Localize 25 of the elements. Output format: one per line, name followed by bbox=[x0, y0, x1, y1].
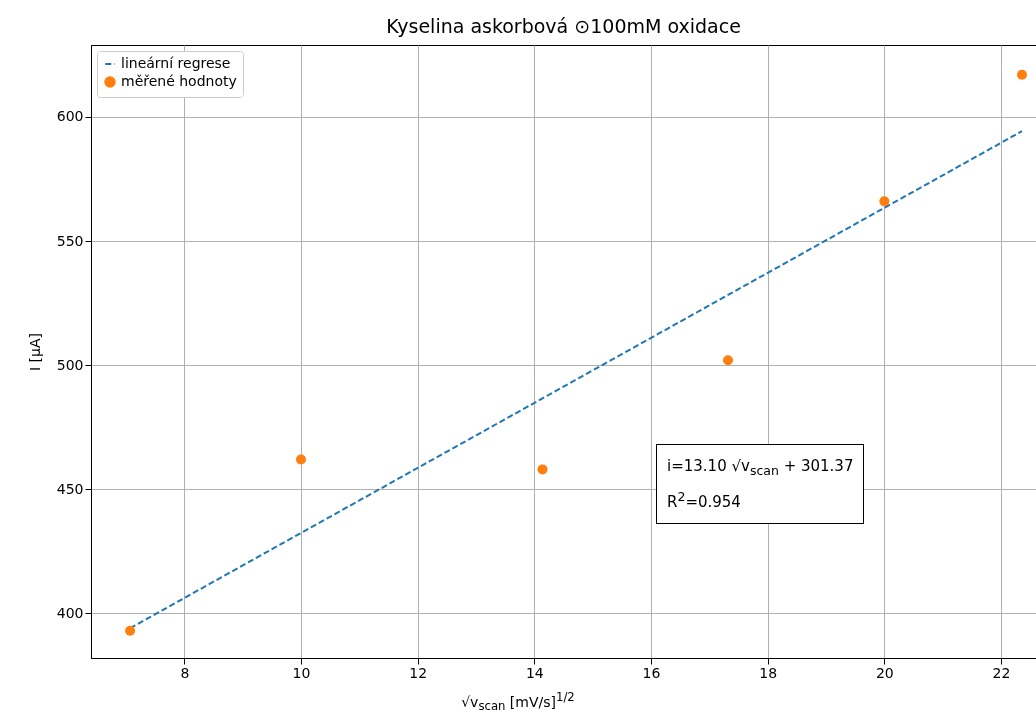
point bbox=[879, 196, 890, 207]
x-tick-label: 18 bbox=[759, 664, 778, 681]
y-tick-label: 600 bbox=[56, 108, 84, 125]
x-tick-label: 22 bbox=[992, 664, 1011, 681]
point bbox=[296, 454, 306, 465]
chart-title: Kyselina askorbová ⊙100mM oxidace bbox=[386, 15, 741, 37]
point bbox=[1017, 69, 1027, 80]
point bbox=[537, 464, 548, 475]
legend-label: lineární regrese bbox=[121, 55, 231, 71]
x-tick-label: 10 bbox=[292, 664, 311, 681]
equation-box: i=13.10 √v$_{scan}$ + 301.37 R$^{2}$=0.954 bbox=[656, 444, 865, 524]
point bbox=[125, 625, 136, 636]
y-tick-label: 550 bbox=[56, 232, 84, 249]
point bbox=[723, 355, 733, 366]
y-tick-label: 450 bbox=[56, 480, 84, 497]
y-tick-label: 400 bbox=[56, 604, 84, 621]
x-tick-label: 20 bbox=[875, 664, 894, 681]
x-tick-label: 8 bbox=[180, 664, 190, 681]
legend-label: měřené hodnoty bbox=[121, 73, 237, 89]
x-tick-label: 16 bbox=[642, 664, 661, 681]
x-tick-label: 12 bbox=[409, 664, 428, 681]
x-tick-label: 14 bbox=[525, 664, 544, 681]
y-tick-label: 500 bbox=[56, 356, 84, 373]
x-axis-title: √v$_{scan}$ [mV/s]$^{1/2}$ bbox=[460, 690, 576, 714]
y-axis-title: I [µA] bbox=[26, 333, 43, 371]
